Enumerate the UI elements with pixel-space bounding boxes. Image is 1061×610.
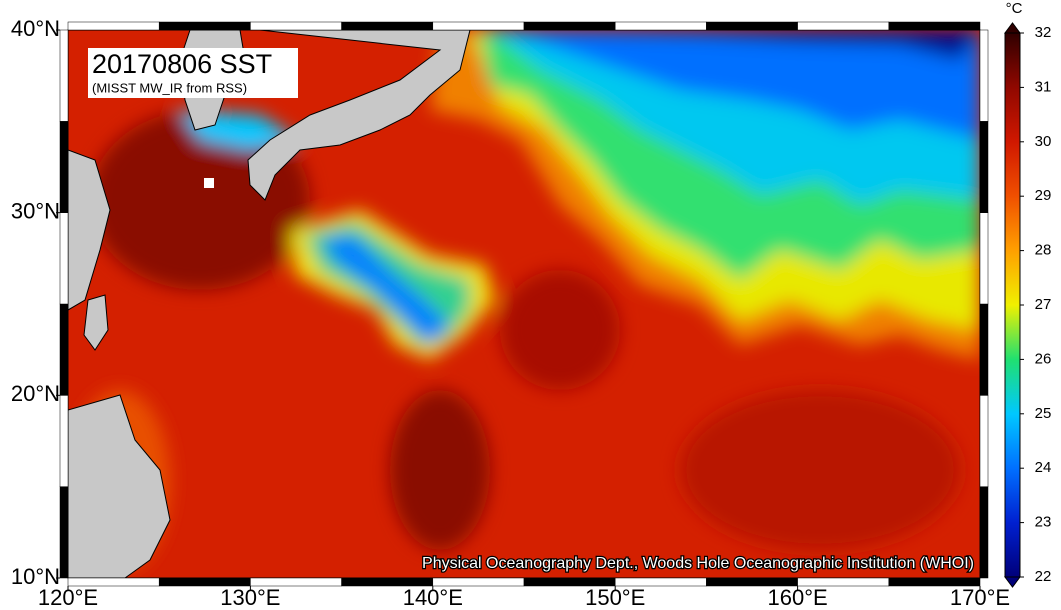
credit: Physical Oceanography Dept., Woods Hole …: [422, 555, 974, 572]
lat-tick-label: 40°N: [11, 16, 60, 41]
frame-segment: [59, 121, 69, 213]
lon-tick-label: 120°E: [38, 585, 98, 610]
map-subtitle: (MISST MW_IR from RSS): [92, 80, 247, 95]
lon-tick-label: 130°E: [220, 585, 280, 610]
frame-segment: [979, 121, 989, 213]
colorbar-tick-label: 26: [1035, 350, 1052, 367]
colorbar-tick-label: 29: [1035, 187, 1052, 204]
axes: 120°E 130°E 140°E 150°E 160°E 170°E 10°N 20°N 30…: [11, 16, 1010, 610]
lon-tick-label: 170°E: [950, 585, 1010, 610]
frame-segment: [67, 21, 160, 31]
frame-segment: [706, 21, 798, 31]
lat-tick-label: 20°N: [11, 381, 60, 406]
colorbar-tick-label: 27: [1035, 296, 1052, 313]
frame-segment: [888, 21, 981, 31]
frame-segment: [250, 21, 342, 31]
frame-segment: [59, 212, 69, 305]
colorbar-tick-label: 28: [1035, 242, 1052, 259]
colorbar-tick-label: 30: [1035, 133, 1052, 150]
title-box: [88, 48, 298, 98]
frame-segment: [59, 486, 69, 579]
frame-segment: [59, 303, 69, 396]
colorbar-tick-label: 25: [1035, 405, 1052, 422]
frame-segment: [979, 395, 989, 487]
frame-segment: [979, 212, 989, 305]
frame-segment: [59, 395, 69, 487]
map-frame: [59, 21, 989, 587]
frame-segment: [979, 29, 989, 122]
lat-tick-label: 30°N: [11, 198, 60, 223]
sst-field: [68, 30, 980, 578]
colorbar: °C 22 23 24 25 26 27 28 29 30 31 32: [1004, 0, 1052, 588]
lat-tick-label: 10°N: [11, 564, 60, 589]
lon-tick-label: 150°E: [585, 585, 645, 610]
frame-segment: [797, 21, 890, 31]
lon-tick-label: 140°E: [403, 585, 463, 610]
frame-segment: [341, 21, 434, 31]
frame-segment: [59, 29, 69, 122]
colorbar-bottom-arrow: [1004, 576, 1021, 588]
colorbar-tick-label: 24: [1035, 459, 1052, 476]
frame-segment: [614, 21, 707, 31]
frame-segment: [158, 21, 251, 31]
map-title: 20170806 SST: [92, 49, 272, 79]
frame-segment: [979, 303, 989, 396]
colorbar-tick-label: 32: [1035, 24, 1052, 41]
frame-segment: [979, 486, 989, 579]
lon-tick-label: 160°E: [768, 585, 828, 610]
colorbar-tick-label: 22: [1035, 568, 1052, 585]
frame-segment: [432, 21, 525, 31]
colorbar-top-arrow: [1004, 22, 1021, 34]
colorbar-unit: °C: [1006, 0, 1023, 17]
colorbar-tick-label: 31: [1035, 78, 1052, 95]
frame-segment: [523, 21, 616, 31]
frame-segment: [888, 577, 981, 587]
colorbar-tick-label: 23: [1035, 514, 1052, 531]
colorbar-scale: [1004, 32, 1021, 578]
